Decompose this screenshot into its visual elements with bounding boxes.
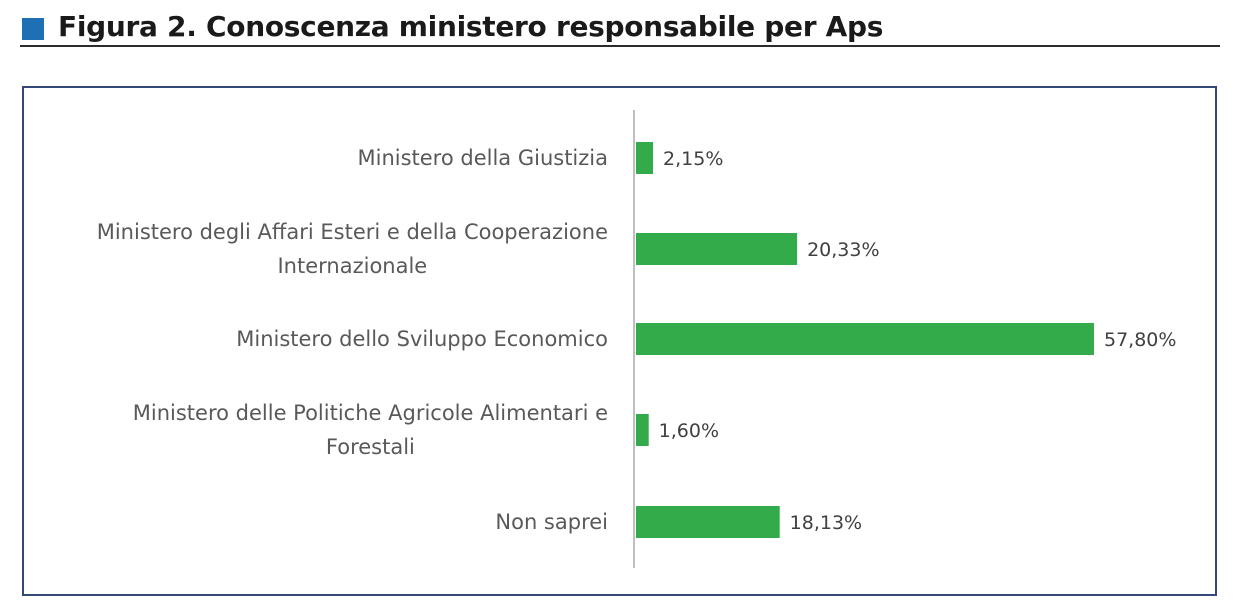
category-label-1: Ministero degli Affari Esteri e della Co…	[97, 220, 608, 278]
value-label-4: 18,13%	[790, 512, 862, 534]
category-label-0: Ministero della Giustizia	[357, 146, 608, 170]
category-label-4: Non saprei	[495, 510, 608, 534]
figure-header: Figura 2. Conoscenza ministero responsab…	[20, 6, 1220, 46]
square-bullet-icon	[22, 18, 44, 40]
bar-1	[636, 233, 797, 265]
value-label-3: 1,60%	[659, 420, 719, 442]
category-label-line: Ministero dello Sviluppo Economico	[236, 327, 608, 351]
bar-3	[636, 414, 649, 446]
bar-chart: 2,15% Ministero della Giustizia 20,33% Mini…	[24, 88, 1215, 594]
bar-0	[636, 142, 653, 174]
figure-title: Figura 2. Conoscenza ministero responsab…	[58, 10, 883, 43]
bar-2	[636, 323, 1094, 355]
category-label-2: Ministero dello Sviluppo Economico	[236, 327, 608, 351]
value-label-0: 2,15%	[663, 148, 723, 170]
category-label-line: Non saprei	[495, 510, 608, 534]
value-label-1: 20,33%	[807, 239, 879, 261]
category-label-line: Ministero delle Politiche Agricole Alime…	[133, 401, 608, 425]
category-label-3: Ministero delle Politiche Agricole Alime…	[133, 401, 608, 459]
value-label-2: 57,80%	[1104, 329, 1176, 351]
category-label-line: Ministero degli Affari Esteri e della Co…	[97, 220, 608, 244]
category-label-line: Ministero della Giustizia	[357, 146, 608, 170]
header-divider	[20, 45, 1220, 47]
category-label-line: Forestali	[326, 435, 415, 459]
category-label-line: Internazionale	[277, 254, 427, 278]
bar-4	[636, 506, 780, 538]
chart-frame: 2,15% Ministero della Giustizia 20,33% Mini…	[22, 86, 1217, 596]
